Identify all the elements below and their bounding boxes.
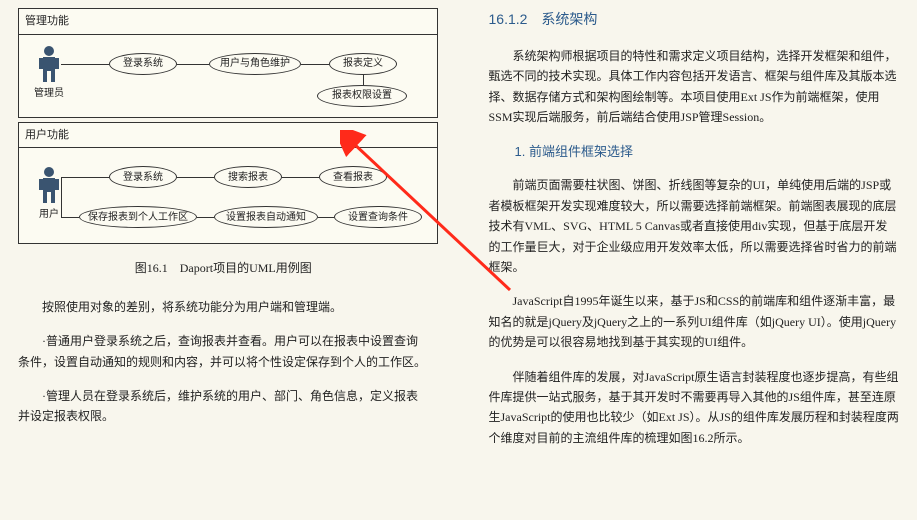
uml-user-title: 用户功能 <box>19 123 437 149</box>
sub-heading-1: 1. 前端组件框架选择 <box>489 141 900 163</box>
usecase-report-def: 报表定义 <box>329 53 397 75</box>
uml-admin-title: 管理功能 <box>19 9 437 35</box>
uml-admin-box: 管理功能 管理员 登录系统 用户与角色维护 报表定义 报表权限设置 <box>18 8 438 118</box>
left-para-1: 按照使用对象的差别，将系统功能分为用户端和管理端。 <box>18 297 429 317</box>
usecase-view: 查看报表 <box>319 166 387 188</box>
right-para-4: 伴随着组件库的发展，对JavaScript原生语言封装程度也逐步提高，有些组件库… <box>489 367 900 449</box>
uml-admin-body: 管理员 登录系统 用户与角色维护 报表定义 报表权限设置 <box>19 35 437 117</box>
uml-connector <box>318 217 334 218</box>
uml-connector <box>61 177 109 178</box>
uml-connector <box>61 177 62 217</box>
uml-connector <box>301 64 329 65</box>
uml-connector <box>282 177 319 178</box>
section-heading: 16.1.2 系统架构 <box>489 8 900 32</box>
usecase-report-perm: 报表权限设置 <box>317 85 407 107</box>
uml-connector <box>177 177 214 178</box>
right-para-2: 前端页面需要柱状图、饼图、折线图等复杂的UI，单纯使用后端的JSP或者模板框架开… <box>489 175 900 277</box>
person-icon <box>38 45 60 83</box>
right-para-3: JavaScript自1995年诞生以来，基于JS和CSS的前端库和组件逐渐丰富… <box>489 291 900 352</box>
actor-user: 用户 <box>29 166 69 223</box>
usecase-login2: 登录系统 <box>109 166 177 188</box>
right-para-1: 系统架构师根据项目的特性和需求定义项目结构，选择开发框架和组件，甄选不同的技术实… <box>489 46 900 128</box>
usecase-user-role: 用户与角色维护 <box>209 53 301 75</box>
uml-user-box: 用户功能 用户 登录系统 搜索报表 查看报表 保存报表到个人工作区 设置报表自动… <box>18 122 438 245</box>
right-column: 16.1.2 系统架构 系统架构师根据项目的特性和需求定义项目结构，选择开发框架… <box>459 0 917 520</box>
usecase-auto-notify: 设置报表自动通知 <box>214 206 318 228</box>
left-column: 管理功能 管理员 登录系统 用户与角色维护 报表定义 报表权限设置 <box>0 0 459 520</box>
left-bullet-2: ·管理人员在登录系统后，维护系统的用户、部门、角色信息，定义报表并设定报表权限。 <box>18 386 429 427</box>
uml-connector <box>177 64 209 65</box>
usecase-query-cond: 设置查询条件 <box>334 206 422 228</box>
figure-caption: 图16.1 Daport项目的UML用例图 <box>18 258 429 278</box>
actor-admin-label: 管理员 <box>29 85 69 102</box>
usecase-save-ws: 保存报表到个人工作区 <box>79 206 197 228</box>
uml-connector <box>363 75 364 85</box>
uml-connector <box>61 217 79 218</box>
actor-admin: 管理员 <box>29 45 69 102</box>
actor-user-label: 用户 <box>29 206 69 223</box>
usecase-login: 登录系统 <box>109 53 177 75</box>
uml-connector <box>197 217 214 218</box>
uml-connector <box>61 64 109 65</box>
person-icon <box>38 166 60 204</box>
uml-user-body: 用户 登录系统 搜索报表 查看报表 保存报表到个人工作区 设置报表自动通知 设置… <box>19 148 437 243</box>
usecase-search: 搜索报表 <box>214 166 282 188</box>
left-bullet-1: ·普通用户登录系统之后，查询报表并查看。用户可以在报表中设置查询条件，设置自动通… <box>18 331 429 372</box>
